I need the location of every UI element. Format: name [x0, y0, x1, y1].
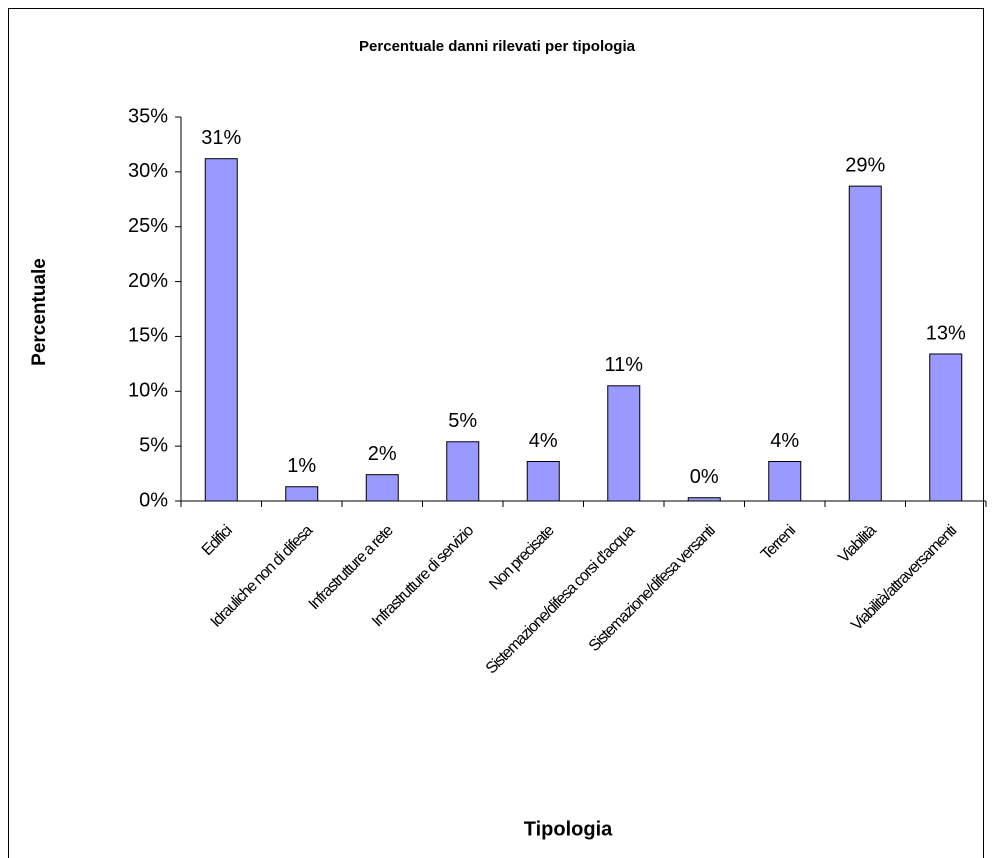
y-tick-label: 15%: [128, 325, 168, 347]
value-label: 4%: [529, 430, 558, 452]
bar: [768, 461, 802, 502]
value-label: 5%: [448, 410, 477, 432]
value-label: 1%: [287, 455, 316, 477]
y-tick-label: 5%: [139, 434, 168, 456]
bar: [285, 486, 319, 502]
bar: [526, 461, 560, 502]
y-tick-label: 30%: [128, 160, 168, 182]
y-axis-title: Percentuale: [29, 258, 50, 366]
y-tick-label: 10%: [128, 380, 168, 402]
bar: [446, 441, 480, 502]
value-label: 2%: [368, 443, 397, 465]
value-label: 11%: [604, 354, 643, 376]
bar: [204, 158, 238, 502]
value-label: 13%: [926, 322, 966, 344]
bar: [365, 474, 399, 502]
bar: [607, 385, 641, 502]
y-tick-label: 0%: [139, 489, 168, 511]
bar: [687, 497, 721, 502]
y-tick-label: 25%: [128, 215, 168, 237]
y-tick-label: 35%: [128, 105, 168, 127]
y-tick-label: 20%: [128, 270, 168, 292]
value-label: 31%: [201, 127, 241, 149]
x-axis-title: Tipologia: [524, 818, 613, 840]
bar: [929, 353, 963, 502]
value-label: 4%: [770, 430, 799, 452]
value-label: 29%: [845, 154, 885, 176]
bar: [848, 185, 882, 502]
value-label: 0%: [690, 466, 719, 488]
chart-border: [8, 8, 984, 858]
chart-title: Percentuale danni rilevati per tipologia: [359, 38, 636, 55]
